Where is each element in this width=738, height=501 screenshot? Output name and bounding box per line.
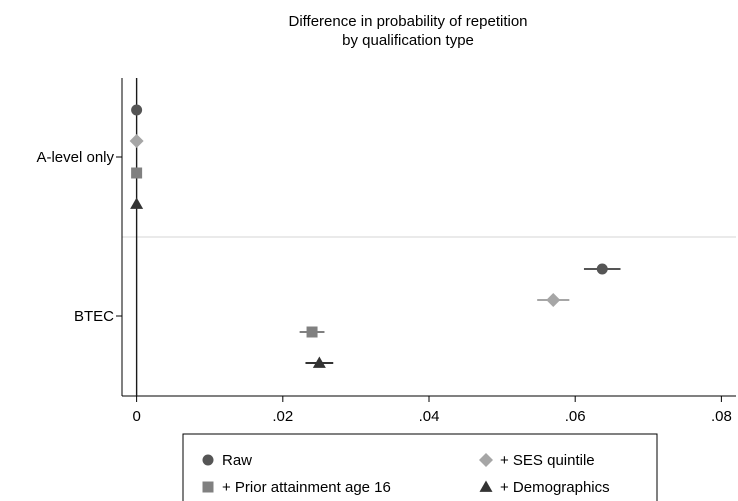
data-point [130,198,143,209]
legend: Raw + SES quintile + Prior attainment age … [183,434,657,501]
legend-label: Raw [222,452,252,469]
y-tick-label: A-level only [36,149,114,166]
data-point [546,293,560,307]
data-point [307,327,318,338]
y-tick-label: BTEC [74,308,114,325]
x-tick-label: .02 [272,408,293,425]
x-tick-label: 0 [132,408,140,425]
x-tick-label: .06 [565,408,586,425]
chart-subtitle: by qualification type [342,32,474,49]
data-point [597,264,608,275]
chart-title: Difference in probability of repetition [288,13,527,30]
data-point [130,134,144,148]
legend-label: + Demographics [500,479,610,496]
legend-label: + SES quintile [500,452,595,469]
data-point [131,168,142,179]
x-tick-label: .08 [711,408,732,425]
legend-marker [203,455,214,466]
legend-label: + Prior attainment age 16 [222,479,391,496]
x-tick-label: .04 [419,408,440,425]
legend-marker [203,482,214,493]
plot-area: 0 .02 .04 .06 .08 A-level only BTEC [36,78,736,425]
data-point [131,105,142,116]
